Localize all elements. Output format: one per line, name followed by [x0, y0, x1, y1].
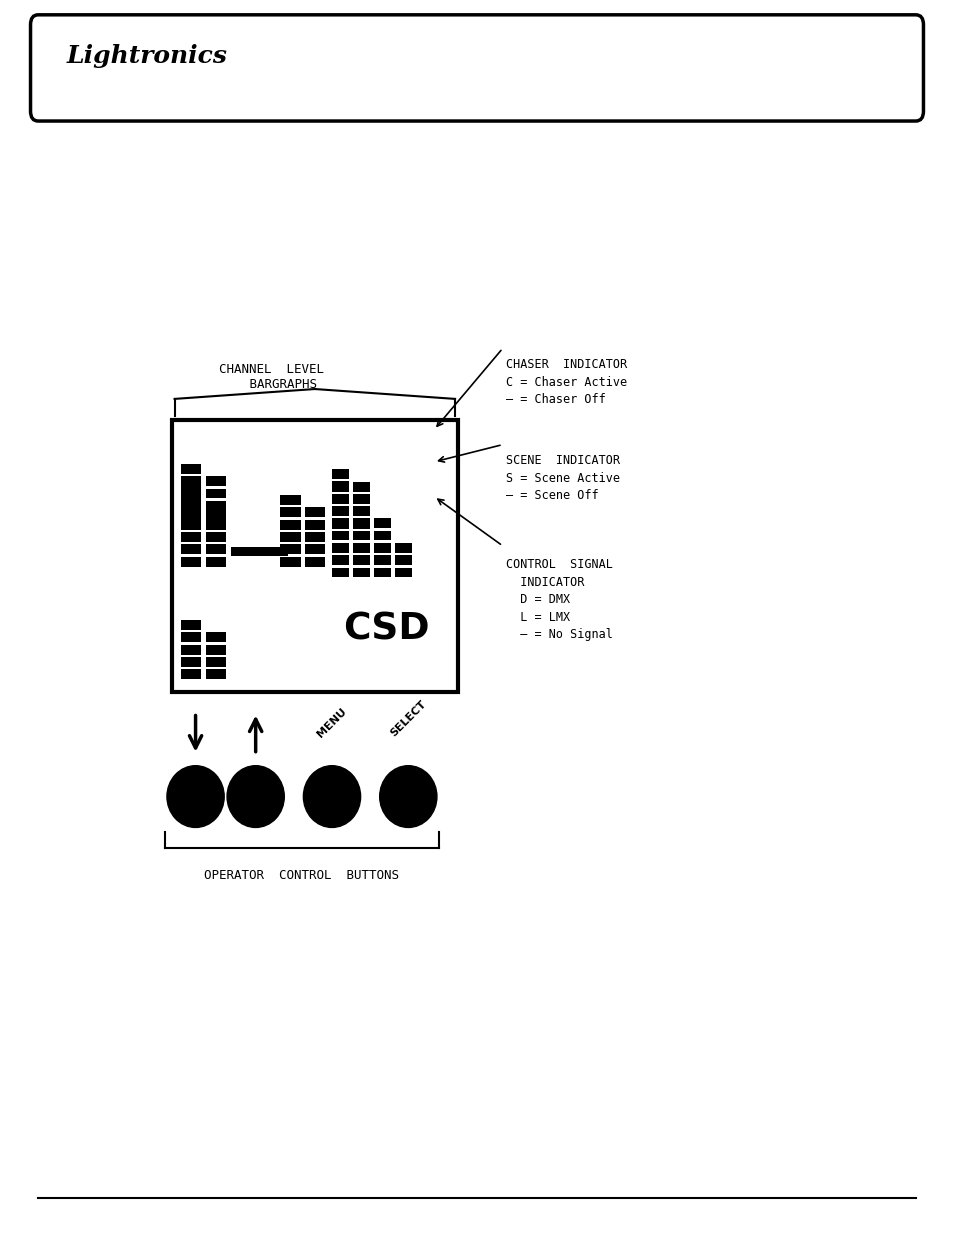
- Bar: [374, 543, 391, 553]
- Text: OPERATOR  CONTROL  BUTTONS: OPERATOR CONTROL BUTTONS: [204, 869, 399, 882]
- Bar: [353, 494, 370, 504]
- Bar: [353, 482, 370, 492]
- Bar: [353, 506, 370, 516]
- Bar: [280, 557, 300, 567]
- Bar: [181, 489, 201, 499]
- Bar: [374, 531, 391, 541]
- Bar: [353, 568, 370, 578]
- Bar: [332, 556, 349, 566]
- Bar: [181, 645, 201, 655]
- Text: SELECT: SELECT: [388, 699, 428, 739]
- Bar: [353, 519, 370, 529]
- Ellipse shape: [227, 766, 284, 827]
- Bar: [280, 532, 300, 542]
- Bar: [305, 557, 325, 567]
- Bar: [206, 645, 226, 655]
- Bar: [181, 477, 201, 487]
- Bar: [231, 547, 263, 556]
- Bar: [332, 494, 349, 504]
- Bar: [181, 620, 201, 630]
- Bar: [332, 506, 349, 516]
- Bar: [280, 508, 300, 517]
- Text: Lightronics: Lightronics: [67, 43, 228, 68]
- Bar: [181, 514, 201, 524]
- Bar: [206, 514, 226, 524]
- Ellipse shape: [379, 766, 436, 827]
- Bar: [374, 519, 391, 529]
- Bar: [181, 632, 201, 642]
- Text: CHANNEL  LEVEL
   BARGRAPHS: CHANNEL LEVEL BARGRAPHS: [219, 363, 324, 390]
- Text: CHASER  INDICATOR
C = Chaser Active
— = Chaser Off: CHASER INDICATOR C = Chaser Active — = C…: [505, 358, 626, 406]
- Bar: [395, 568, 411, 578]
- Bar: [332, 482, 349, 492]
- Ellipse shape: [303, 766, 360, 827]
- Bar: [395, 556, 411, 566]
- Bar: [206, 545, 226, 555]
- Bar: [181, 532, 201, 542]
- Bar: [305, 520, 325, 530]
- Bar: [181, 520, 201, 530]
- Bar: [206, 520, 226, 530]
- Bar: [206, 489, 226, 499]
- Bar: [305, 508, 325, 517]
- Bar: [255, 547, 288, 556]
- Bar: [206, 532, 226, 542]
- Text: MENU: MENU: [315, 706, 348, 739]
- Text: CSD: CSD: [343, 611, 429, 648]
- Bar: [305, 545, 325, 555]
- Bar: [206, 557, 226, 567]
- Bar: [181, 464, 201, 474]
- Bar: [353, 506, 370, 516]
- Bar: [395, 543, 411, 553]
- Bar: [353, 543, 370, 553]
- Ellipse shape: [167, 766, 224, 827]
- Bar: [206, 669, 226, 679]
- Bar: [353, 519, 370, 529]
- FancyBboxPatch shape: [30, 15, 923, 121]
- Bar: [181, 557, 201, 567]
- Bar: [181, 669, 201, 679]
- Bar: [332, 494, 349, 504]
- Bar: [332, 482, 349, 492]
- Bar: [332, 531, 349, 541]
- Text: SCENE  INDICATOR
S = Scene Active
— = Scene Off: SCENE INDICATOR S = Scene Active — = Sce…: [505, 454, 618, 503]
- Text: CONTROL  SIGNAL
  INDICATOR
  D = DMX
  L = LMX
  — = No Signal: CONTROL SIGNAL INDICATOR D = DMX L = LMX…: [505, 558, 612, 641]
- Bar: [332, 543, 349, 553]
- Bar: [181, 657, 201, 667]
- Bar: [305, 532, 325, 542]
- Bar: [332, 519, 349, 529]
- Bar: [332, 506, 349, 516]
- Bar: [206, 657, 226, 667]
- Bar: [206, 501, 226, 511]
- Bar: [280, 545, 300, 555]
- Bar: [206, 508, 226, 517]
- Bar: [353, 556, 370, 566]
- Bar: [332, 568, 349, 578]
- Bar: [374, 568, 391, 578]
- Bar: [181, 545, 201, 555]
- Bar: [181, 483, 201, 493]
- Bar: [353, 531, 370, 541]
- Bar: [206, 477, 226, 487]
- Bar: [280, 495, 300, 505]
- Bar: [280, 520, 300, 530]
- Bar: [206, 632, 226, 642]
- Bar: [172, 420, 457, 692]
- Bar: [181, 501, 201, 511]
- Bar: [181, 508, 201, 517]
- Bar: [332, 469, 349, 479]
- Bar: [374, 556, 391, 566]
- Bar: [181, 495, 201, 505]
- Bar: [332, 519, 349, 529]
